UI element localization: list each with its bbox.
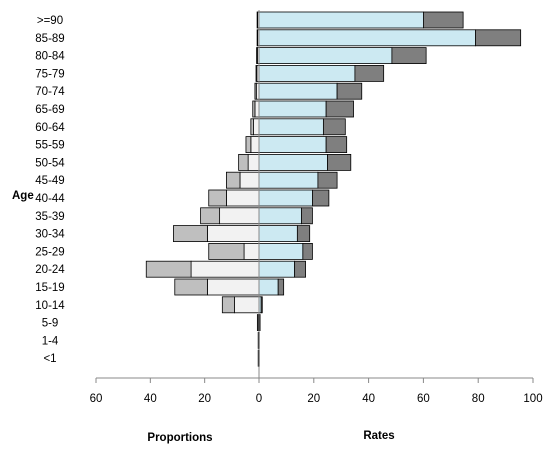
proportions-tick-label-0: 0: [256, 393, 262, 405]
rates-tick-label-20: 20: [307, 393, 320, 405]
rates-tick-label-100: 100: [523, 393, 542, 405]
age-label-5-9: 5-9: [42, 318, 59, 330]
proportion-bar-10-14-s1: [234, 296, 260, 314]
proportions-axis-title: Proportions: [147, 432, 212, 444]
age-label-25-29: 25-29: [35, 246, 64, 258]
rate-bar-75-79-s1: [258, 65, 356, 82]
proportion-bar-35-39-s2: [200, 207, 221, 225]
rates-tick-label-60: 60: [417, 393, 430, 405]
rates-tick-label-80: 80: [472, 393, 485, 405]
age-label-30-34: 30-34: [35, 229, 65, 241]
proportion-bar-55-59-s2: [245, 136, 252, 154]
proportion-bar-5-9-s2: [256, 314, 259, 332]
rate-bar-25-29-s1: [258, 242, 304, 260]
rate-bar-80-84-s2: [391, 47, 427, 64]
rate-bar-45-49-s1: [258, 171, 319, 189]
rate-bar-85-89-s1: [258, 29, 476, 47]
proportion-bar-15-19-s1: [206, 278, 260, 296]
proportion-bar-30-34-s2: [173, 225, 208, 243]
y-axis-title: Age: [12, 190, 34, 202]
rates-tick-label-40: 40: [362, 393, 375, 405]
age-label-80-84: 80-84: [35, 51, 65, 63]
rate-bar-50-54-s2: [327, 153, 352, 171]
rate-bar-55-59-s1: [258, 136, 327, 154]
proportion-bar-85-89-s2: [256, 29, 259, 47]
x-axis-ticks: 60 40 20 0 20 40 60 80 100: [90, 378, 543, 405]
age-label-55-59: 55-59: [35, 140, 64, 152]
rate-bar-70-74-s1: [258, 82, 338, 100]
age-label-75-79: 75-79: [35, 68, 64, 80]
proportion-bar-25-29-s2: [208, 242, 245, 260]
rate-bar-65-69-s1: [258, 100, 327, 118]
proportion-bar-ge90-s2: [256, 11, 259, 29]
rate-bar-75-79-s2: [354, 65, 385, 82]
age-label-lt1: <1: [43, 353, 56, 365]
age-category-labels: >=90 85-89 80-84 75-79 70-74 65-69 60-64 55-59 5…: [35, 15, 65, 365]
proportion-bar-60-64-s2: [250, 118, 254, 136]
proportion-bar-50-54-s2: [238, 153, 249, 171]
rate-bar-70-74-s2: [336, 82, 363, 100]
proportion-bar-25-29-s1: [243, 242, 260, 260]
rate-bar-20-24-s1: [258, 260, 296, 278]
age-label-15-19: 15-19: [35, 282, 64, 294]
proportion-bar-45-49-s1: [239, 171, 260, 189]
rate-bar-25-29-s2: [302, 242, 313, 260]
rate-bar-20-24-s2: [294, 260, 306, 278]
rate-bar-ge90-s2: [422, 11, 464, 29]
proportions-tick-label-20: 20: [198, 393, 211, 405]
rate-bar-65-69-s2: [325, 100, 354, 118]
rate-bar-40-44-s2: [312, 189, 330, 207]
rate-bar-15-19-s1: [258, 278, 279, 296]
proportion-bar-40-44-s1: [225, 189, 260, 207]
proportion-bar-40-44-s2: [208, 189, 227, 207]
rate-bar-10-14-s2: [260, 296, 263, 314]
age-label-65-69: 65-69: [35, 104, 64, 116]
proportion-bar-55-59-s1: [250, 136, 260, 154]
proportion-bar-15-19-s2: [174, 278, 208, 296]
proportion-bar-50-54-s1: [247, 153, 260, 171]
rate-bar-45-49-s2: [317, 171, 338, 189]
proportion-bar-75-79-s2: [255, 65, 258, 82]
age-label-ge90: >=90: [37, 15, 63, 27]
age-label-35-39: 35-39: [35, 211, 64, 223]
age-label-20-24: 20-24: [35, 264, 65, 276]
rate-bar-15-19-s2: [277, 278, 285, 296]
age-label-40-44: 40-44: [35, 193, 65, 205]
age-label-10-14: 10-14: [35, 300, 65, 312]
bars-group: [145, 11, 522, 367]
proportion-bar-70-74-s2: [254, 82, 257, 100]
proportion-bar-45-49-s2: [225, 171, 241, 189]
rate-bar-40-44-s1: [258, 189, 313, 207]
proportion-bar-10-14-s2: [221, 296, 235, 314]
rate-bar-55-59-s2: [325, 136, 348, 154]
age-label-85-89: 85-89: [35, 33, 64, 45]
rate-bar-85-89-s2: [475, 29, 522, 47]
proportion-bar-65-69-s1: [254, 100, 260, 118]
proportion-bar-20-24-s1: [190, 260, 260, 278]
age-label-45-49: 45-49: [35, 175, 64, 187]
rate-bar-30-34-s2: [296, 225, 311, 243]
age-label-70-74: 70-74: [35, 86, 65, 98]
proportion-bar-35-39-s1: [219, 207, 260, 225]
rate-bar-30-34-s1: [258, 225, 298, 243]
age-label-1-4: 1-4: [42, 335, 59, 347]
proportion-bar-30-34-s1: [206, 225, 260, 243]
proportion-bar-80-84-s2: [256, 47, 258, 64]
rate-bar-35-39-s1: [258, 207, 302, 225]
proportions-tick-label-60: 60: [90, 393, 103, 405]
proportions-tick-label-40: 40: [144, 393, 157, 405]
rate-bar-35-39-s2: [301, 207, 313, 225]
proportion-bar-60-64-s1: [253, 118, 260, 136]
rate-bar-ge90-s1: [258, 11, 424, 29]
proportion-bar-20-24-s2: [145, 260, 192, 278]
rate-bar-50-54-s1: [258, 153, 328, 171]
rate-bar-80-84-s1: [258, 47, 393, 64]
age-label-50-54: 50-54: [35, 157, 65, 169]
rate-bar-60-64-s2: [322, 118, 346, 136]
proportion-bar-65-69-s2: [252, 100, 256, 118]
rates-axis-title: Rates: [363, 430, 394, 442]
rate-bar-60-64-s1: [258, 118, 324, 136]
age-label-60-64: 60-64: [35, 122, 65, 134]
